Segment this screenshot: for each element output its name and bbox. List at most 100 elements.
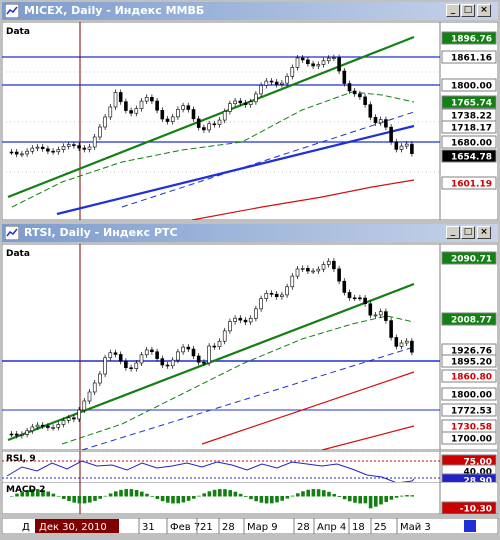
candle-body (207, 123, 211, 131)
candle-body (238, 100, 243, 104)
rtsi-green-trendline (7, 282, 415, 442)
candle-body (358, 297, 362, 300)
candle-body (144, 349, 149, 356)
candle-body (139, 354, 144, 364)
candle-body (9, 433, 14, 436)
rtsi-chart-window[interactable]: RTSI, Daily - Индекс РТС _ □ × Data 2090… (0, 222, 500, 540)
candle-body (118, 92, 123, 103)
time-axis-first-tick: Д (22, 522, 30, 533)
macd-bar (10, 496, 14, 497)
rsi-level-tag: 40.00 (464, 468, 492, 478)
candle-body (290, 275, 295, 288)
candle-body (77, 145, 81, 149)
candle-body (233, 100, 237, 105)
candle-body (35, 424, 40, 428)
micex-price-tag: 1896.76 (451, 35, 492, 45)
macd-bar (337, 496, 342, 497)
macd-bar (280, 496, 284, 501)
rtsi-price-tag-bg (441, 387, 497, 401)
candle-body (25, 430, 29, 435)
time-tick: 28 (222, 522, 235, 533)
macd-bar (368, 496, 373, 509)
macd-bar (166, 496, 170, 503)
candle-body (196, 118, 201, 128)
macd-bar (129, 489, 134, 497)
rtsi-price-tag-bg (441, 369, 497, 383)
candle-body (326, 57, 331, 62)
scroll-end-button[interactable] (464, 520, 476, 532)
maximize-button[interactable]: □ (461, 226, 475, 239)
macd-bar (98, 496, 102, 499)
candle-body (202, 127, 206, 131)
rtsi-price-tag: 1860.80 (451, 373, 492, 383)
candle-body (228, 321, 232, 332)
macd-indicator-pane[interactable]: MACD 2 -10.30 (2, 482, 498, 514)
macd-bar (374, 496, 378, 507)
candle-body (56, 149, 61, 153)
minimize-button[interactable]: _ (446, 4, 460, 17)
candle-body (222, 330, 227, 342)
maximize-button[interactable]: □ (461, 4, 475, 17)
candle-body (87, 391, 92, 402)
candle-body (363, 96, 367, 105)
macd-label: MACD 2 (6, 485, 45, 495)
candle-body (191, 348, 196, 357)
candle-body (410, 340, 414, 353)
candle-body (150, 97, 154, 102)
macd-bar (88, 496, 92, 503)
micex-titlebar[interactable]: MICEX, Daily - Индекс ММВБ _ □ × (2, 2, 498, 20)
candle-body (254, 308, 258, 319)
rtsi-price-tag: 1926.76 (451, 347, 492, 357)
macd-bar (238, 493, 243, 497)
time-axis[interactable]: Д Дек 30, 2010 31 Фев 7 21 28 Мар 9 28 Апр 4 18… (2, 518, 498, 534)
candle-body (321, 264, 326, 270)
chart-app-icon (5, 226, 19, 240)
micex-price-chart[interactable]: Data 1896.76 1861.16 1800.00 1765.74 1738.22… (2, 22, 498, 220)
rtsi-price-tag: 2090.71 (451, 255, 492, 265)
macd-bar (36, 489, 40, 497)
candle-body (66, 144, 71, 147)
macd-bar (342, 496, 347, 500)
macd-bar (405, 495, 409, 497)
micex-price-tag-bg (441, 50, 497, 64)
macd-bar (202, 493, 206, 497)
macd-bar (176, 496, 180, 504)
macd-level-tag-bg (441, 501, 497, 514)
rtsi-titlebar[interactable]: RTSI, Daily - Индекс РТС _ □ × (2, 224, 498, 242)
candle-body (129, 367, 133, 370)
macd-bar (394, 496, 399, 498)
micex-price-scale: 1896.76 1861.16 1800.00 1765.74 1738.22 1718.… (441, 31, 497, 190)
candle-body (238, 317, 243, 321)
candle-body (176, 351, 180, 361)
candle-body (264, 80, 269, 86)
macd-bar (181, 496, 186, 503)
candle-body (103, 116, 107, 128)
minimize-button[interactable]: _ (446, 226, 460, 239)
macd-bar (56, 496, 61, 497)
candle-body (259, 85, 263, 95)
candle-body (40, 424, 45, 427)
macd-bar (72, 496, 76, 503)
rsi-level-tag: 75.00 (464, 458, 492, 468)
candle-body (337, 57, 341, 72)
macd-bar (332, 493, 336, 497)
candle-body (103, 357, 107, 375)
candle-body (87, 146, 92, 150)
candle-body (186, 105, 191, 110)
rtsi-candles (9, 258, 414, 439)
candle-body (254, 93, 258, 103)
candle-body (196, 355, 201, 363)
candle-body (118, 354, 123, 362)
micex-chart-window[interactable]: MICEX, Daily - Индекс ММВБ _ □ × Data 18… (0, 0, 500, 222)
candle-body (46, 148, 50, 152)
macd-bar (311, 489, 316, 497)
candle-body (300, 57, 305, 61)
close-button[interactable]: × (477, 226, 491, 239)
micex-price-tag-bg (441, 149, 497, 163)
close-button[interactable]: × (477, 4, 491, 17)
candle-body (285, 76, 289, 84)
candle-body (72, 417, 76, 420)
rtsi-price-tag: 1700.00 (451, 435, 492, 445)
candle-body (134, 362, 139, 369)
